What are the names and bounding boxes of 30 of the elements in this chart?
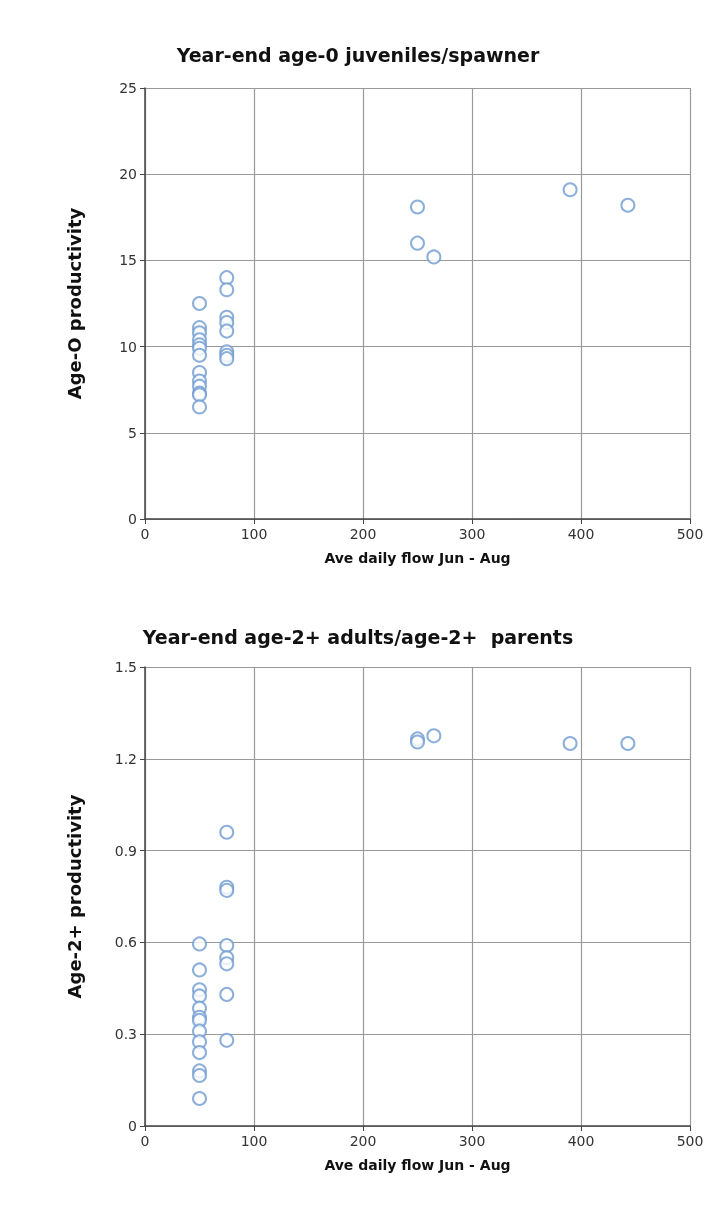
x-tick-label: 300 (458, 526, 486, 542)
y-tick-label: 1.2 (114, 750, 137, 767)
x-tick-label: 200 (349, 1133, 377, 1149)
x-tick-label: 300 (458, 1133, 486, 1149)
x-tick-label: 0 (140, 526, 150, 542)
y-tick-label: 20 (119, 166, 137, 183)
y-tick-label: 0.6 (114, 934, 138, 951)
x-tick-label: 500 (676, 1133, 704, 1149)
y-tick-label: 15 (119, 252, 137, 269)
y-tick-label: 0.3 (114, 1026, 137, 1043)
x-tick-label: 500 (676, 526, 704, 542)
x-tick-label: 100 (240, 526, 268, 542)
y-tick-label: 0 (128, 1118, 137, 1134)
y-tick-label: 25 (119, 80, 137, 96)
x-tick-label: 200 (349, 526, 377, 542)
x-tick-label: 400 (567, 526, 595, 542)
x-tick-label: 400 (567, 1133, 595, 1149)
y-axis-title: Age-2+ productivity (63, 794, 85, 999)
x-tick-label: 0 (140, 1133, 150, 1149)
x-axis-title: Ave daily flow Jun - Aug (324, 550, 511, 566)
y-tick-label: 0.9 (114, 842, 137, 859)
y-tick-label: 0 (128, 511, 137, 527)
x-tick-label: 100 (240, 1133, 268, 1149)
y-axis-title: Age-O productivity (63, 207, 85, 400)
x-axis-title: Ave daily flow Jun - Aug (324, 1157, 511, 1173)
chart-title: Year-end age-0 juveniles/spawner (175, 43, 540, 66)
y-tick-label: 10 (119, 338, 137, 355)
y-tick-label: 1.5 (114, 659, 137, 675)
chart-title: Year-end age-2+ adults/age-2+ parents (141, 625, 574, 648)
y-tick-label: 5 (128, 424, 137, 441)
